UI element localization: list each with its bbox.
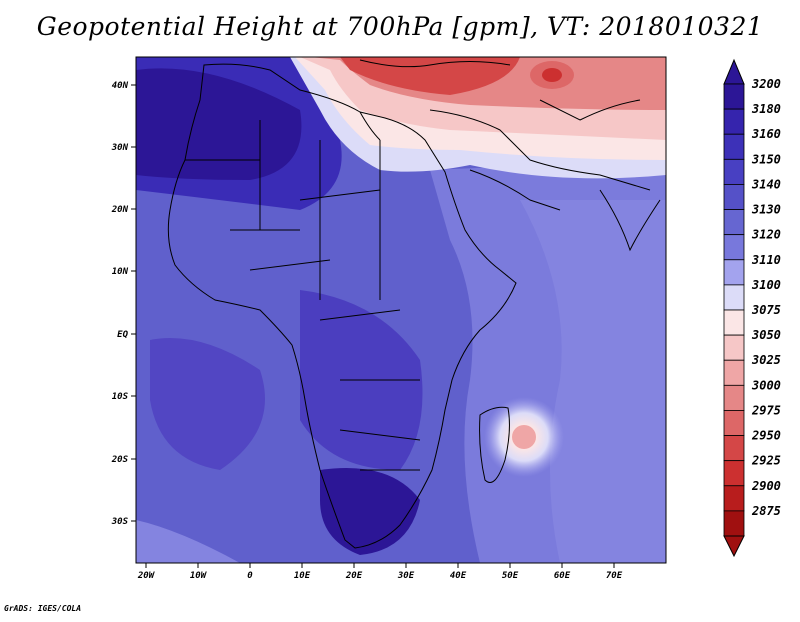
colorbar-label: 3130: [751, 203, 781, 217]
colorbar-swatch: [723, 485, 745, 512]
lon-label: 20E: [345, 571, 363, 581]
colorbar-swatch: [723, 334, 745, 361]
lon-label: 70E: [606, 571, 623, 581]
colorbar-swatch: [723, 234, 745, 261]
colorbar-swatch: [723, 184, 745, 210]
axis-ticks: [131, 84, 615, 568]
colorbar-label: 2900: [751, 479, 781, 493]
colorbar-swatch: [723, 460, 745, 487]
lat-label: 20N: [111, 205, 129, 215]
colorbar-label: 2925: [751, 454, 781, 468]
colorbar-label: 2975: [751, 403, 781, 417]
colorbar-swatch: [723, 158, 745, 185]
latitude-labels: 40N 30N 20N 10N EQ 10S 20S 30S: [111, 81, 129, 527]
colorbar-swatch: [723, 309, 745, 336]
lon-label: 40E: [450, 571, 467, 581]
height-field: [136, 57, 666, 563]
lat-label: 40N: [112, 81, 129, 91]
colorbar-label: 3050: [751, 328, 781, 342]
coastlines: [167, 59, 661, 549]
colorbar-swatch: [723, 384, 745, 411]
lat-label: 30S: [111, 517, 129, 527]
lat-label: 30N: [111, 143, 129, 153]
longitude-labels: 20W 10W 0 10E 20E 30E 40E 50E 60E 70E: [137, 571, 623, 581]
colorbar-label: 3100: [751, 278, 781, 292]
colorbar-label: 3025: [751, 353, 781, 367]
colorbar-swatch: [723, 284, 745, 311]
colorbar-swatch: [723, 83, 745, 110]
lon-label: 60E: [554, 571, 571, 581]
colorbar-swatch: [723, 259, 745, 286]
colorbar-label: 2875: [751, 504, 781, 518]
colorbar-label: 3200: [751, 77, 781, 91]
lon-label: 20W: [137, 571, 156, 581]
colorbar: 3200 3180 3160 3150 3140 3130 3120 3110 3100 3075…: [723, 58, 781, 558]
grads-credit: GrADS: IGES/COLA: [4, 604, 82, 613]
chart-title: Geopotential Height at 700hPa [gpm], VT:…: [36, 12, 764, 41]
lat-label: EQ: [117, 330, 128, 340]
colorbar-label: 3180: [751, 102, 781, 116]
colorbar-label: 3075: [751, 303, 781, 317]
colorbar-swatch: [723, 435, 745, 462]
colorbar-swatch: [723, 510, 745, 537]
colorbar-label: 3120: [751, 228, 781, 242]
colorbar-label: 3000: [751, 378, 781, 392]
colorbar-swatch: [723, 410, 745, 436]
lon-label: 30E: [397, 571, 415, 581]
colorbar-label: 3150: [751, 152, 781, 166]
colorbar-label: 2950: [751, 429, 781, 443]
colorbar-label: 3140: [751, 177, 781, 191]
lon-label: 0: [247, 571, 253, 581]
lat-label: 20S: [111, 455, 129, 465]
lat-label: 10S: [112, 392, 129, 402]
lon-label: 10W: [190, 571, 208, 581]
colorbar-label: 3110: [751, 253, 781, 267]
colorbar-swatch: [723, 359, 745, 386]
colorbar-swatch: [723, 133, 745, 160]
colorbar-bottom-arrow: [723, 535, 745, 558]
colorbar-swatch: [723, 108, 745, 135]
colorbar-swatch: [723, 209, 745, 236]
map-frame: [135, 56, 667, 564]
lat-label: 10N: [112, 267, 129, 277]
lon-label: 10E: [294, 571, 311, 581]
colorbar-label: 3160: [751, 127, 781, 141]
colorbar-top-arrow: [723, 58, 745, 85]
lon-label: 50E: [502, 571, 519, 581]
